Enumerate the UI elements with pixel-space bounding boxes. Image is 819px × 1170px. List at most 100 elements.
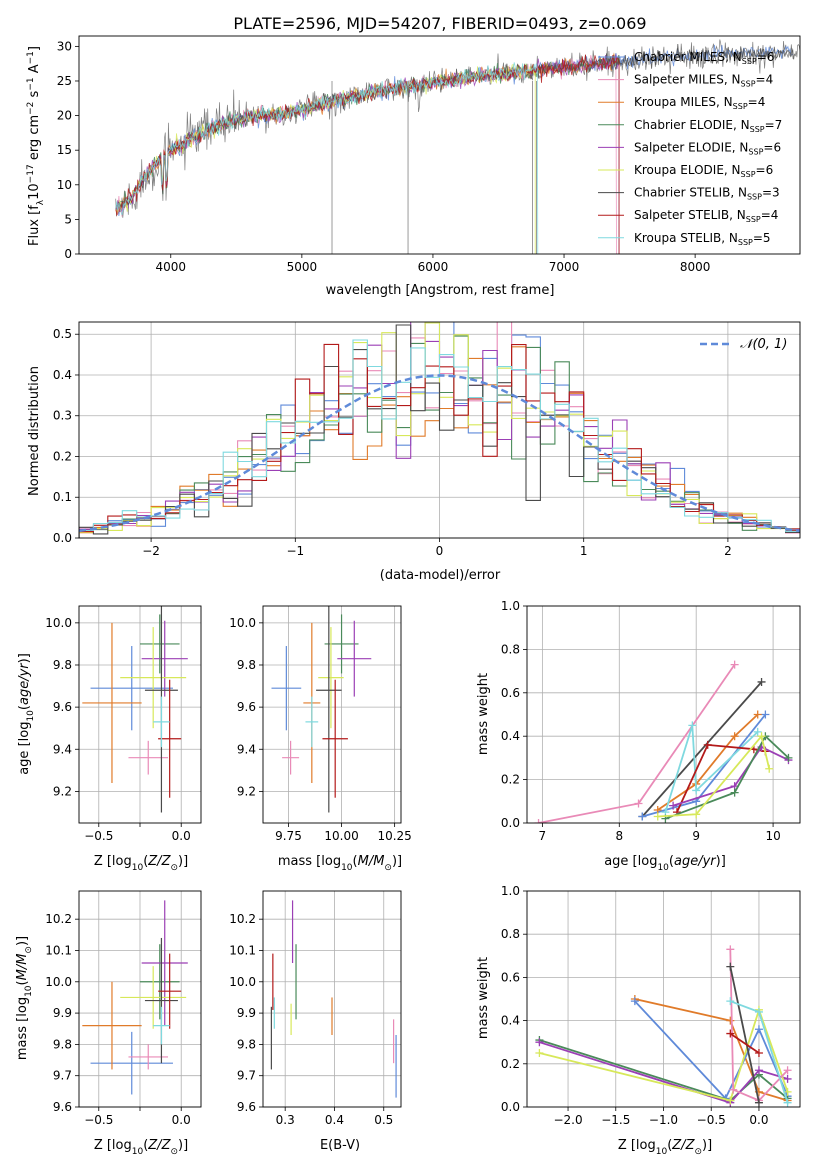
- legend-label-chabrier-stelib: Chabrier STELIB, NSSP=3: [634, 186, 780, 202]
- spectrum-xlabel: wavelength [Angstrom, rest frame]: [326, 283, 555, 298]
- y-tick-label: 25: [57, 74, 72, 88]
- spectrum-legend: Chabrier MILES, NSSP=6 Salpeter MILES, NS…: [598, 50, 782, 247]
- mass-vs-ebv-xlabel: E(B-V): [320, 1138, 360, 1153]
- weight-line-kroupa-stelib: [664, 725, 759, 813]
- weight-marker-chabrier-miles: [638, 812, 647, 821]
- weight-vs-metallicity-ylabel: mass weight: [476, 957, 491, 1039]
- axes-frame: [78, 321, 801, 539]
- age-vs-metallicity-xlabel: Z [log10(Z/Z⊙)]: [94, 854, 188, 873]
- x-tick-label: 1: [580, 544, 588, 558]
- mass-vs-metallicity-plot-area: −0.5 0.0 9.6 9.7 9.8 9.9 10.0 10.1 10.2: [45, 890, 202, 1127]
- weight-marker-kroupa-miles: [753, 710, 762, 719]
- x-tick-label: −2.0: [553, 1113, 582, 1127]
- y-tick-label: 0.6: [501, 686, 520, 700]
- axes-frame: [262, 605, 402, 824]
- axes-frame: [526, 890, 801, 1108]
- y-tick-label: 9.8: [237, 1037, 256, 1051]
- y-tick-label: 0.8: [501, 927, 520, 941]
- weight-marker-kroupa-elodie: [765, 764, 774, 773]
- weight-marker-chabrier-elodie: [730, 788, 739, 797]
- age-vs-metallicity-panel: −0.5 0.09.29.49.69.810.0 Z [log10(Z/Z⊙)] …: [17, 605, 202, 873]
- age-vs-metallicity-ylabel: age [log10(age/yr)]: [17, 653, 36, 775]
- weight-line-salpeter-stelib: [729, 1032, 760, 1054]
- y-tick-label: 9.7: [53, 1069, 72, 1083]
- x-tick-label: −0.5: [84, 1113, 113, 1127]
- y-tick-label: 9.6: [237, 700, 256, 714]
- normal-reference-legend-label: 𝒩(0, 1): [740, 337, 787, 352]
- weight-line-chabrier-elodie: [665, 734, 790, 820]
- plot-content: [79, 322, 800, 538]
- plot-content: [270, 900, 397, 1098]
- legend-label-salpeter-miles: Salpeter MILES, NSSP=4: [634, 73, 773, 89]
- y-tick-label: 0.0: [501, 816, 520, 830]
- weight-marker-kroupa-stelib: [688, 721, 697, 730]
- y-tick-label: 10.1: [45, 943, 72, 957]
- y-tick-label: 0.2: [53, 449, 72, 463]
- age-vs-mass-xlabel: mass [log10(M/M⊙)]: [278, 854, 402, 873]
- y-tick-label: 0.3: [53, 409, 72, 423]
- y-tick-label: 0.0: [501, 1100, 520, 1114]
- x-tick-label: 10.00: [324, 829, 358, 843]
- y-tick-label: 0.4: [501, 1014, 520, 1028]
- age-vs-metallicity-plot-area: −0.5 0.0 9.2 9.4 9.6 9.8 10.0: [45, 605, 202, 843]
- x-tick-label: −0.5: [84, 829, 113, 843]
- y-tick-label: 9.9: [237, 1006, 256, 1020]
- weight-marker-salpeter-stelib: [754, 1049, 763, 1057]
- weight-marker-kroupa-stelib: [754, 1007, 763, 1016]
- y-tick-label: 10.1: [229, 943, 256, 957]
- y-tick-label: 9.4: [53, 742, 72, 756]
- weight-line-salpeter-elodie: [539, 1041, 788, 1104]
- weight-marker-kroupa-elodie: [726, 1096, 735, 1105]
- residual-ylabel: Normed distribution: [27, 366, 42, 496]
- weight-vs-age-plot-area: 7 8 9 10 0.0 0.2 0.4 0.6 0.8 1.0: [501, 599, 801, 843]
- x-tick-label: 8: [615, 829, 623, 843]
- weight-marker-kroupa-stelib: [753, 727, 762, 736]
- y-tick-label: 0.1: [53, 490, 72, 504]
- residual-legend: 𝒩(0, 1): [700, 337, 787, 352]
- axes-frame: [78, 35, 801, 255]
- plot-content: [115, 39, 800, 254]
- weight-vs-age-xlabel: age [log10(age/yr)]: [604, 854, 726, 873]
- x-tick-label: 2: [724, 544, 732, 558]
- weight-marker-kroupa-miles: [726, 1016, 735, 1025]
- weight-vs-age-ylabel: mass weight: [476, 673, 491, 755]
- residual-histogram-panel: −2 −1 0 1 2 0.0 0.1 0.2 0.3 0.4 0.5 (data-model)/e…: [27, 321, 801, 583]
- mass-vs-metallicity-panel: −0.5 0.0 9.6 9.7 9.8 9.9 10.0 10.1 10.2 Z [log10…: [15, 890, 202, 1157]
- weight-marker-salpeter-miles: [730, 660, 739, 669]
- mass-vs-ebv-panel: 0.3 0.4 0.5 9.6 9.7 9.8 9.9 10.0 10.1 10.2 E(B-V): [229, 890, 402, 1153]
- legend-label-chabrier-elodie: Chabrier ELODIE, NSSP=7: [634, 118, 782, 134]
- y-tick-label: 9.8: [53, 1037, 72, 1051]
- weight-vs-metallicity-panel: −2.0 −1.5 −1.0 −0.5 0.0 0.0 0.2 0.4 0.6 0.8 1.0 Z …: [476, 884, 801, 1157]
- y-tick-label: 9.4: [237, 742, 256, 756]
- y-tick-label: 9.8: [53, 658, 72, 672]
- x-tick-label: 0.0: [172, 1113, 191, 1127]
- weight-marker-chabrier-stelib: [757, 677, 766, 686]
- y-tick-label: 10.0: [229, 616, 256, 630]
- x-tick-label: 5000: [287, 260, 318, 274]
- x-tick-label: 0.0: [749, 1113, 768, 1127]
- weight-marker-salpeter-stelib: [703, 740, 712, 749]
- x-tick-label: 7000: [549, 260, 580, 274]
- weight-marker-salpeter-miles: [783, 1066, 792, 1075]
- weight-marker-chabrier-stelib: [726, 962, 735, 971]
- weight-vs-age-panel: 7 8 9 10 0.0 0.2 0.4 0.6 0.8 1.0 age [log10(age/y…: [476, 599, 801, 873]
- weight-marker-chabrier-miles: [761, 710, 770, 719]
- age-vs-mass-plot-area: 9.75 10.00 10.25 9.2 9.4 9.6 9.8 10.0: [229, 605, 412, 843]
- x-tick-label: 9: [692, 829, 700, 843]
- figure-title: PLATE=2596, MJD=54207, FIBERID=0493, z=0…: [233, 14, 646, 33]
- y-tick-label: 0.4: [53, 368, 72, 382]
- x-tick-label: −1.0: [649, 1113, 678, 1127]
- weight-marker-salpeter-miles: [634, 799, 643, 808]
- weight-marker-salpeter-elodie: [783, 1074, 792, 1083]
- axes-frame: [526, 605, 801, 824]
- y-tick-label: 9.6: [53, 1100, 72, 1114]
- weight-marker-kroupa-stelib: [692, 786, 701, 795]
- y-tick-label: 30: [57, 39, 72, 53]
- y-tick-label: 20: [57, 109, 72, 123]
- x-tick-label: −1: [286, 544, 304, 558]
- y-tick-label: 0: [64, 247, 72, 261]
- weight-line-salpeter-miles: [729, 949, 789, 1102]
- legend-label-salpeter-stelib: Salpeter STELIB, NSSP=4: [634, 208, 778, 224]
- weight-marker-kroupa-elodie: [757, 732, 766, 741]
- x-tick-label: 0.3: [276, 1113, 295, 1127]
